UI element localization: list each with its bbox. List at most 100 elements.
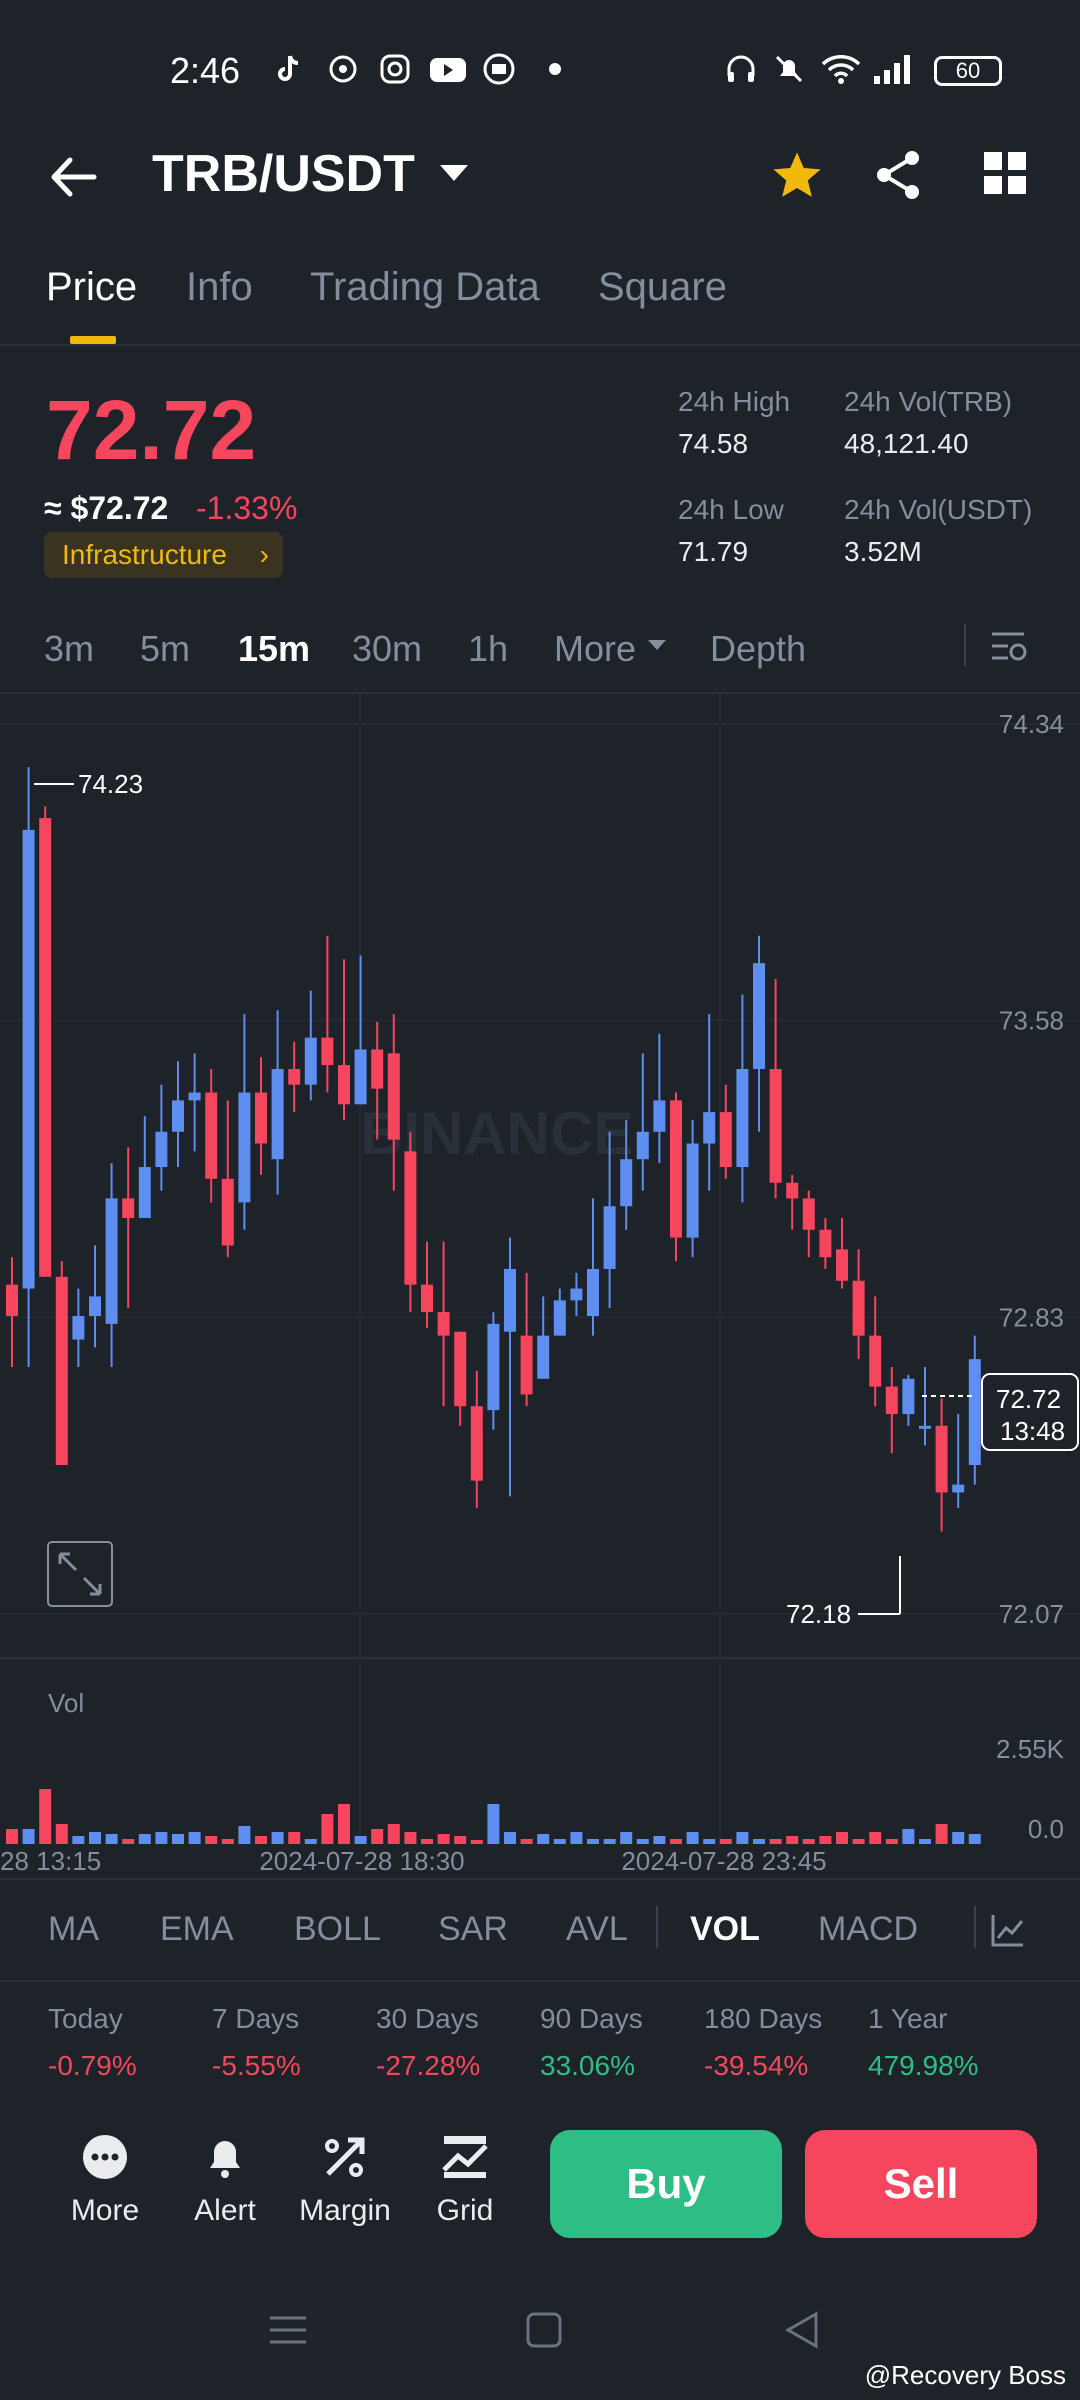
interval-15m[interactable]: 15m [238, 628, 311, 669]
alert-action[interactable]: Alert [170, 2130, 280, 2228]
back-arrow-icon[interactable] [46, 150, 100, 204]
interval-1h[interactable]: 1h [468, 628, 509, 669]
tab-trading-data[interactable]: Trading Data [310, 265, 540, 309]
interval-depth[interactable]: Depth [710, 628, 807, 669]
indicator-vol[interactable]: VOL [690, 1910, 760, 1948]
stat-low-label: 24h Low [678, 494, 784, 525]
volume-bar [221, 1839, 234, 1844]
volume-bar [454, 1836, 467, 1844]
stat-high-label: 24h High [678, 386, 791, 417]
pair-dropdown-icon[interactable] [440, 165, 468, 181]
share-icon[interactable] [872, 148, 926, 202]
nav-recents-icon[interactable] [268, 2310, 308, 2350]
volume-bar [404, 1832, 417, 1844]
low-marker-label: 72.18 [786, 1599, 851, 1629]
volume-bar [255, 1836, 267, 1844]
stat-vol-trb-value: 48,121.40 [844, 428, 969, 459]
expand-icon[interactable] [47, 1541, 113, 1607]
margin-action-label: Margin [299, 2194, 391, 2227]
indicator-macd[interactable]: MACD [818, 1910, 919, 1948]
tab-info[interactable]: Info [186, 265, 253, 309]
candle-body [786, 1182, 799, 1199]
indicator-avl[interactable]: AVL [566, 1910, 628, 1948]
x-axis: 28 13:15 2024-07-28 18:30 2024-07-28 23:45 [0, 1846, 827, 1876]
interval-5m[interactable]: 5m [140, 628, 191, 669]
volume-label: Vol [48, 1688, 84, 1718]
tab-price[interactable]: Price [46, 265, 138, 309]
high-marker-label: 74.23 [78, 769, 143, 799]
margin-action[interactable]: Margin [290, 2130, 400, 2228]
more-action[interactable]: More [50, 2130, 160, 2228]
candle-body [670, 1100, 682, 1238]
bell-off-icon [775, 55, 803, 83]
alert-action-label: Alert [194, 2194, 256, 2227]
grid-menu-icon[interactable] [982, 150, 1028, 196]
volume-tick-label: 0.0 [1028, 1814, 1064, 1844]
volume-bar [122, 1839, 135, 1844]
volume-bar [321, 1814, 334, 1844]
volume-bar [902, 1829, 915, 1844]
candle-body [188, 1092, 201, 1101]
nav-back-icon[interactable] [782, 2310, 822, 2350]
star-favorite-icon[interactable] [770, 148, 824, 202]
chart-settings-icon[interactable] [988, 626, 1028, 666]
price-chart[interactable]: BINANCE 74.34 73.58 72.83 72.07 2.55K 0.0 28… [0, 694, 1080, 1876]
indicator-settings-icon[interactable] [990, 1912, 1026, 1948]
buy-button[interactable]: Buy [550, 2130, 782, 2238]
volume-bar [39, 1789, 52, 1844]
candle-body [769, 1069, 782, 1183]
volume-bar [769, 1839, 782, 1844]
volume-bars: 2.55K 0.0 [6, 1734, 1065, 1844]
interval-30m[interactable]: 30m [352, 628, 423, 669]
more-action-label: More [70, 2194, 140, 2227]
volume-bar [470, 1840, 483, 1844]
x-tick-label: 2024-07-28 18:30 [259, 1846, 464, 1876]
candle-body [802, 1198, 815, 1230]
interval-3m[interactable]: 3m [44, 628, 95, 669]
category-tag[interactable]: Infrastructure › [44, 532, 283, 578]
volume-bar [919, 1839, 931, 1844]
volume-bar [553, 1839, 566, 1844]
indicator-boll[interactable]: BOLL [294, 1910, 381, 1948]
candle-body [952, 1484, 965, 1493]
perf-value-today: -0.79% [48, 2050, 137, 2081]
candle-body [105, 1198, 118, 1324]
volume-bar [819, 1836, 832, 1844]
grid-action[interactable]: Grid [410, 2130, 520, 2228]
indicator-ma[interactable]: MA [48, 1910, 99, 1948]
pair-title[interactable]: TRB/USDT [152, 145, 415, 203]
tab-square[interactable]: Square [598, 265, 727, 309]
volume-bar [636, 1839, 649, 1844]
candle-body [520, 1335, 533, 1395]
nav-home-icon[interactable] [524, 2310, 564, 2350]
signal-icon [874, 55, 910, 84]
margin-percent-icon [325, 2137, 365, 2177]
divider [0, 692, 1080, 694]
more-dropdown-icon[interactable] [648, 640, 666, 650]
candle-body [288, 1069, 301, 1085]
perf-label-180d: 180 Days [704, 2003, 823, 2034]
volume-bar [205, 1836, 218, 1844]
indicator-ema[interactable]: EMA [160, 1910, 234, 1948]
candle-body [869, 1335, 882, 1387]
perf-value-90d: 33.06% [540, 2050, 635, 2081]
volume-bar [719, 1839, 732, 1844]
candle-body [371, 1049, 384, 1089]
volume-bar [603, 1839, 616, 1844]
volume-bar [72, 1836, 85, 1844]
candle-body [753, 963, 765, 1070]
candle-body [852, 1280, 865, 1336]
bell-icon [210, 2141, 240, 2178]
sell-button[interactable]: Sell [805, 2130, 1037, 2238]
interval-more[interactable]: More [554, 628, 637, 669]
x-tick-label: 28 13:15 [0, 1846, 101, 1876]
volume-bar [487, 1804, 500, 1844]
candle-body [138, 1167, 151, 1219]
candle-body [836, 1249, 848, 1281]
candle-body [487, 1323, 500, 1411]
volume-bar [437, 1834, 450, 1844]
volume-bar [271, 1832, 284, 1844]
candle-body [122, 1198, 135, 1219]
tiktok-icon [278, 55, 299, 81]
indicator-sar[interactable]: SAR [438, 1910, 508, 1948]
